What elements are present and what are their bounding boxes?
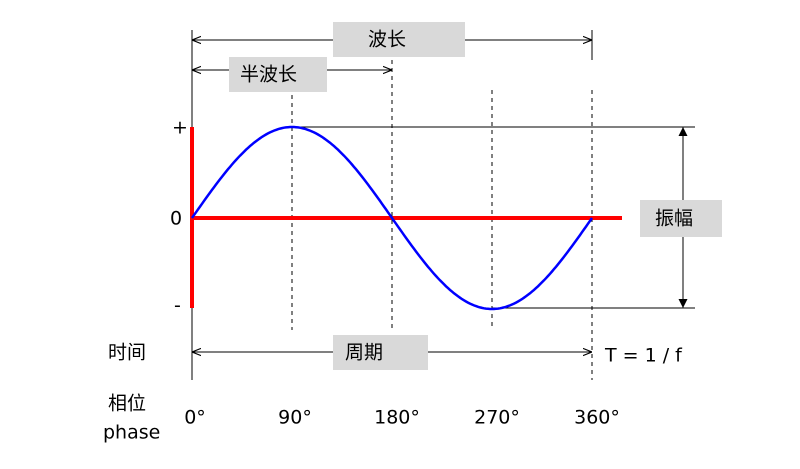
minus-label: - <box>174 295 181 317</box>
phase-value: 180° <box>374 407 420 429</box>
amplitude-label: 振幅 <box>655 208 693 230</box>
phase-value: 360° <box>574 407 620 429</box>
zero-label: 0 <box>170 208 182 230</box>
period-formula: T = 1 / f <box>604 345 683 367</box>
phase-value: 270° <box>474 407 520 429</box>
plus-label: + <box>172 117 188 139</box>
wavelength-label: 波长 <box>368 29 406 51</box>
phase-labels: 0° 90° 180° 270° 360° <box>184 407 620 429</box>
label-box <box>229 57 327 92</box>
half-wavelength-label: 半波长 <box>240 64 297 86</box>
phase-label: 相位 <box>108 393 146 415</box>
label-box <box>333 22 465 57</box>
phase-value: 90° <box>278 407 312 429</box>
phase-value: 0° <box>184 407 206 429</box>
period-label: 周期 <box>345 342 383 364</box>
phase-label-en: phase <box>103 422 160 444</box>
label-box <box>640 200 722 237</box>
label-box <box>333 335 428 370</box>
time-label: 时间 <box>108 342 146 364</box>
sine-wave <box>190 125 594 311</box>
